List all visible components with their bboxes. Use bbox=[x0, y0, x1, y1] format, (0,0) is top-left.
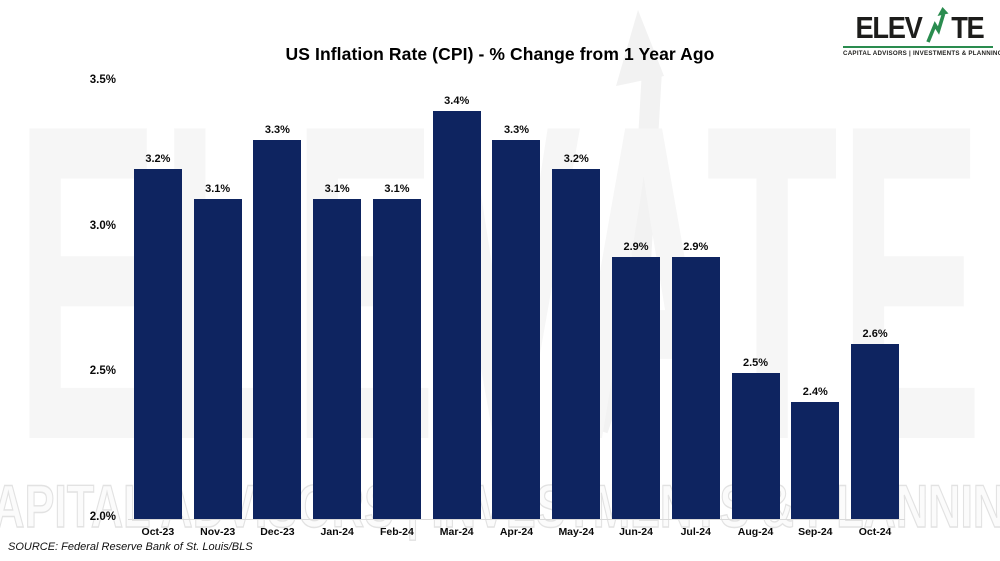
bar bbox=[133, 169, 182, 519]
bar-slot: 3.1% bbox=[188, 82, 248, 519]
bar-value-label: 2.9% bbox=[623, 241, 649, 253]
bar-value-label: 3.3% bbox=[264, 124, 290, 136]
bar bbox=[851, 344, 900, 519]
bar bbox=[731, 373, 780, 519]
source-note: SOURCE: Federal Reserve Bank of St. Loui… bbox=[8, 541, 253, 553]
bar bbox=[552, 169, 601, 519]
bar-slot: 2.5% bbox=[726, 82, 786, 519]
y-tick-label: 3.0% bbox=[89, 220, 116, 232]
x-tick-label: Sep-24 bbox=[798, 526, 833, 538]
bar-slot: 3.3% bbox=[248, 82, 308, 519]
bar bbox=[253, 140, 302, 519]
bar-slot: 2.6% bbox=[845, 82, 905, 519]
bar-slot: 3.3% bbox=[487, 82, 547, 519]
x-axis-line bbox=[128, 519, 905, 520]
logo-word: ELEV TE bbox=[843, 7, 993, 43]
x-tick-label: Feb-24 bbox=[380, 526, 414, 538]
x-tick-label: Jul-24 bbox=[680, 526, 711, 538]
bar-value-label: 3.1% bbox=[205, 183, 231, 195]
bar-slot: 2.9% bbox=[666, 82, 726, 519]
logo-up-arrow-icon bbox=[926, 7, 949, 43]
bar-value-label: 3.1% bbox=[324, 183, 350, 195]
elevate-logo: ELEV TE CAPITAL ADVISORS | INVESTMENTS &… bbox=[843, 7, 1000, 57]
x-tick-label: Jun-24 bbox=[619, 526, 653, 538]
chart-title: US Inflation Rate (CPI) - % Change from … bbox=[285, 44, 715, 64]
bar-slot: 2.4% bbox=[785, 82, 845, 519]
x-tick-label: Aug-24 bbox=[737, 526, 774, 538]
y-tick-label: 3.5% bbox=[89, 74, 116, 86]
bar-value-label: 2.6% bbox=[862, 328, 888, 340]
bar-value-label: 2.5% bbox=[743, 357, 769, 369]
plot-area: 3.2% 3.1% 3.3% 3.1% 3.1% 3.4% 3.3% 3.2% 2.9% 2.9%… bbox=[128, 82, 905, 519]
x-tick-label: Jan-24 bbox=[320, 526, 354, 538]
bar-value-label: 2.9% bbox=[683, 241, 709, 253]
bar-value-label: 3.3% bbox=[503, 124, 530, 136]
x-tick-label: Oct-24 bbox=[858, 526, 892, 538]
x-tick-label: Apr-24 bbox=[499, 526, 534, 538]
x-axis-labels: Oct-23 Nov-23 Dec-23 Jan-24 Feb-24 Mar-24 Apr-… bbox=[128, 526, 905, 538]
bar bbox=[612, 257, 660, 519]
bar-slot: 3.2% bbox=[128, 82, 188, 519]
bar bbox=[313, 199, 362, 519]
bar bbox=[671, 257, 720, 519]
bar-value-label: 2.4% bbox=[802, 386, 828, 398]
bar-value-label: 3.2% bbox=[563, 153, 589, 165]
bar-slot: 2.9% bbox=[606, 82, 666, 519]
bar-value-label: 3.1% bbox=[384, 183, 410, 195]
x-tick-label: Dec-23 bbox=[260, 526, 295, 538]
y-tick-label: 2.5% bbox=[89, 365, 116, 377]
y-tick-label: 2.0% bbox=[89, 511, 116, 523]
bar bbox=[432, 111, 481, 519]
logo-word-start: ELEV bbox=[855, 10, 922, 45]
bar bbox=[193, 199, 242, 519]
x-tick-label: May-24 bbox=[558, 526, 595, 538]
bar-slot: 3.2% bbox=[546, 82, 606, 519]
bar-value-label: 3.4% bbox=[444, 95, 470, 107]
bar bbox=[492, 140, 541, 519]
bar-slot: 3.4% bbox=[427, 82, 487, 519]
logo-rule bbox=[843, 46, 993, 48]
x-tick-label: Oct-23 bbox=[141, 526, 175, 538]
bar bbox=[791, 402, 840, 519]
x-tick-label: Nov-23 bbox=[200, 526, 236, 538]
logo-tagline: CAPITAL ADVISORS | INVESTMENTS & PLANNIN… bbox=[843, 50, 1000, 57]
watermark-arrowhead-icon bbox=[616, 10, 664, 86]
bar-slot: 3.1% bbox=[307, 82, 367, 519]
x-tick-label: Mar-24 bbox=[439, 526, 474, 538]
logo-word-end: TE bbox=[950, 10, 985, 45]
bar-value-label: 3.2% bbox=[145, 153, 171, 165]
bar bbox=[372, 199, 421, 519]
bar-slot: 3.1% bbox=[367, 82, 427, 519]
